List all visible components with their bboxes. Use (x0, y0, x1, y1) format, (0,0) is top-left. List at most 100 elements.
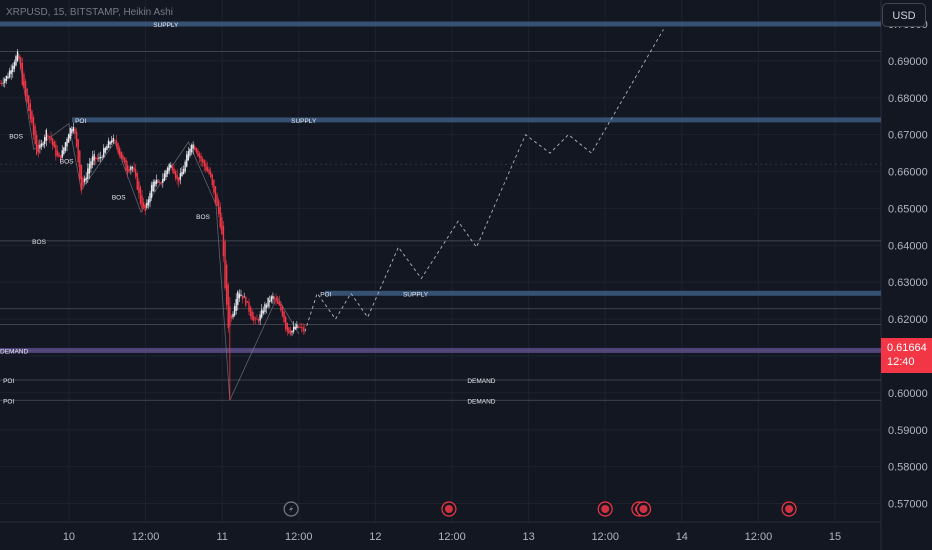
candle-body (90, 161, 92, 169)
zone-band (0, 21, 881, 27)
y-tick-label: 0.58000 (888, 462, 928, 474)
candle-body (249, 306, 252, 317)
candle-body (69, 128, 71, 139)
last-price-badge: 0.61664 12:40 (881, 338, 932, 373)
x-tick-label: 10 (63, 531, 75, 543)
candle-body (138, 181, 140, 194)
candle-body (125, 159, 127, 171)
candle-body (79, 150, 81, 180)
candle-body (67, 134, 70, 143)
candle-body (147, 199, 150, 206)
candle-body (158, 181, 161, 184)
candle-body (170, 164, 172, 168)
y-tick-label: 0.60000 (888, 388, 928, 400)
annotation-label: BOS (9, 133, 23, 140)
candle-body (95, 157, 97, 160)
x-tick-label: 12:00 (285, 531, 313, 543)
candle-body (174, 171, 177, 179)
candles (0, 48, 306, 401)
annotation-label: BOS (60, 158, 74, 165)
candle-body (189, 148, 191, 156)
candle-body (162, 179, 164, 184)
candle-body (205, 163, 207, 171)
candle-body (254, 318, 257, 320)
candle-body (80, 164, 83, 191)
candle-body (288, 327, 290, 334)
candle-body (64, 142, 67, 151)
y-axis[interactable]: 0.700000.690000.680000.670000.660000.650… (888, 19, 928, 511)
candle-body (88, 163, 91, 174)
candle-body (29, 103, 32, 119)
candle-body (126, 165, 129, 174)
candle-body (280, 303, 282, 311)
candle-body (237, 291, 239, 305)
candle-body (216, 194, 218, 207)
y-tick-label: 0.67000 (888, 130, 928, 142)
candle-body (238, 293, 241, 299)
candle-body (240, 294, 242, 296)
candle-body (289, 330, 292, 335)
candle-body (222, 225, 225, 257)
candle-body (26, 88, 28, 103)
zone-band (72, 117, 881, 123)
candle-body (93, 154, 95, 161)
candle-body (47, 135, 49, 138)
candle-body (278, 301, 281, 306)
candle-body (257, 319, 260, 322)
y-tick-label: 0.64000 (888, 240, 928, 252)
candle-body (59, 155, 62, 161)
candle-body (219, 207, 221, 228)
x-tick-label: 15 (829, 531, 841, 543)
candle-body (106, 146, 108, 151)
x-tick-label: 12:00 (132, 531, 160, 543)
symbol-title[interactable]: XRPUSD, 15, BITSTAMP, Heikin Ashi (6, 7, 173, 18)
candle-body (146, 202, 148, 208)
candle-body (87, 168, 89, 179)
y-tick-label: 0.65000 (888, 203, 928, 215)
annotation-label: POI (3, 378, 14, 385)
annotation-label: POI (75, 118, 86, 125)
candle-body (190, 144, 193, 153)
x-axis[interactable]: 10 12:00 11 12:00 12 12:00 13 12:00 14 12:00 15 (63, 531, 841, 543)
candle-body (197, 150, 199, 157)
candle-body (13, 62, 16, 69)
level-label: BOS (32, 239, 46, 246)
candle-body (273, 297, 276, 300)
candle-body (270, 296, 273, 302)
candle-body (184, 161, 186, 172)
candle-body (251, 311, 253, 321)
candle-body (24, 80, 27, 97)
candle-body (51, 138, 54, 146)
candle-body (120, 151, 122, 159)
candle-body (292, 326, 295, 332)
annotation-label: SUPPLY (153, 22, 179, 29)
candle-body (149, 193, 151, 203)
candle-body (206, 166, 209, 172)
candle-body (300, 327, 303, 328)
candle-body (275, 298, 277, 301)
candle-body (109, 141, 111, 145)
flash-bolt (289, 505, 294, 513)
candle-body (5, 75, 8, 81)
candle-body (50, 136, 52, 141)
level-label: DEMAND (467, 378, 495, 385)
currency-button[interactable]: USD (882, 3, 926, 27)
candle-body (192, 144, 194, 149)
event-markers[interactable] (283, 501, 797, 517)
candle-body (150, 184, 153, 198)
candle-body (195, 148, 198, 153)
last-price: 0.61664 (887, 342, 927, 354)
y-tick-label: 0.63000 (888, 277, 928, 289)
candle-body (217, 200, 220, 215)
candle-body (171, 166, 174, 171)
economic-event-dot (444, 505, 453, 513)
candle-body (176, 174, 178, 180)
candle-body (248, 301, 250, 312)
candle-body (91, 156, 94, 165)
candle-body (58, 153, 60, 158)
candle-body (55, 144, 57, 157)
candle-body (18, 56, 20, 59)
x-tick-label: 13 (522, 531, 534, 543)
candle-body (56, 150, 59, 156)
